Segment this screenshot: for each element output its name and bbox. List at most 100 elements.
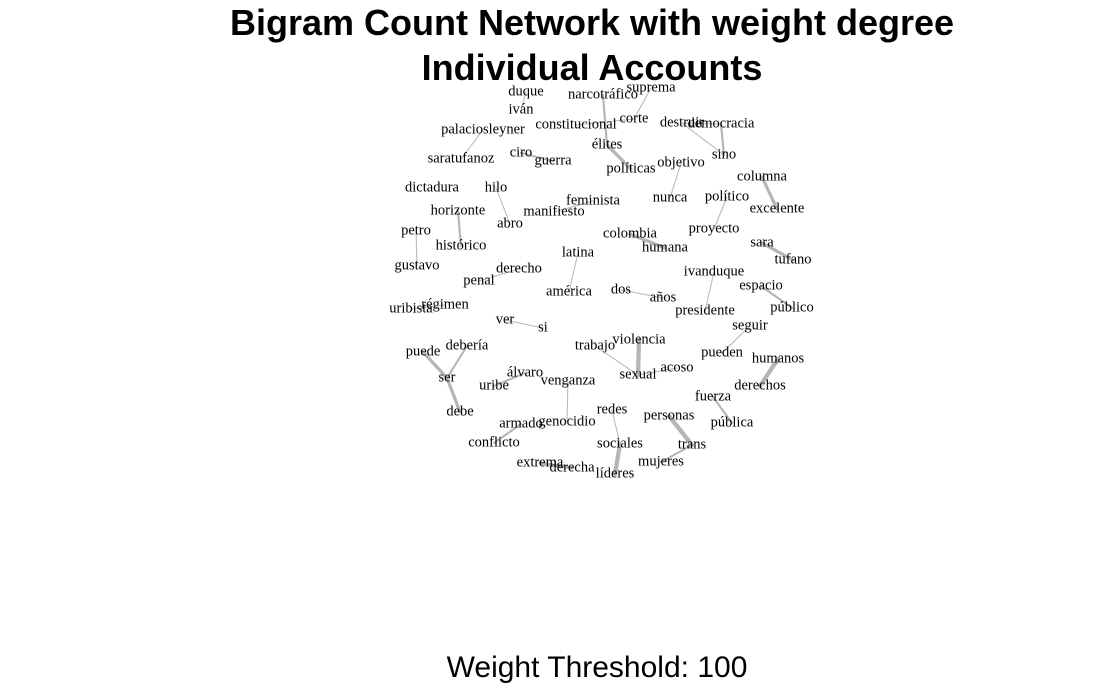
- edge-columna-excelente: [760, 175, 779, 211]
- edge-feminista-manifiesto: [553, 200, 594, 213]
- edge-horizonte-historico: [456, 209, 463, 248]
- title-line-1: Bigram Count Network with weight degree: [229, 2, 955, 43]
- edge-elites-politicas: [605, 143, 633, 171]
- node-label-columna: columna: [737, 168, 787, 184]
- title-line-2: Individual Accounts: [421, 47, 763, 88]
- node-label-redes: redes: [597, 401, 628, 417]
- edge-trabajo-sexual: [594, 345, 639, 376]
- edge-dos-anos: [620, 289, 664, 299]
- node-label-derechos: derechos: [734, 377, 786, 393]
- edge-destruir-democracia: [681, 122, 722, 125]
- edge-latina-america: [568, 252, 579, 293]
- node-label-trans: trans: [678, 436, 707, 452]
- node-label-humanos: humanos: [752, 350, 805, 366]
- edge-ivanduque-presidente: [704, 271, 715, 312]
- edge-personas-trans: [666, 413, 695, 448]
- node-label-feminista: feminista: [566, 192, 621, 208]
- edge-petro-gustavo: [415, 230, 418, 267]
- node-label-ser: ser: [439, 369, 456, 385]
- node-label-objetivo: objetivo: [657, 154, 705, 170]
- edge-derecho-penal: [478, 268, 520, 282]
- node-label-sociales: sociales: [597, 435, 643, 451]
- node-label-mujeres: mujeres: [638, 453, 684, 469]
- node-label-colombia: colombia: [603, 225, 658, 241]
- edge-corte-constitucional: [575, 118, 635, 126]
- edge-armado-conflicto: [492, 422, 523, 445]
- node-label-politico: político: [705, 188, 749, 204]
- node-label-historico: histórico: [436, 237, 487, 253]
- node-label-sara: sara: [750, 234, 774, 250]
- node-label-uribista: uribista: [389, 300, 433, 316]
- node-label-tufano: tufano: [774, 251, 811, 267]
- node-label-uribe: uribe: [479, 377, 509, 393]
- edge-sociales-lideres: [612, 441, 623, 477]
- edge-ser-debe: [445, 376, 462, 414]
- node-label-politicas: políticas: [606, 160, 655, 176]
- node-label-personas: personas: [644, 407, 695, 423]
- edge-colombia-humana: [628, 232, 667, 250]
- edge-politico-proyecto: [713, 196, 728, 230]
- node-label-petro: petro: [401, 222, 431, 238]
- edge-ver-si: [504, 319, 544, 329]
- edge-sara-tufano: [760, 241, 795, 262]
- edge-puede-ser: [421, 350, 449, 380]
- node-label-sexual: sexual: [619, 366, 656, 382]
- edge-sexual-acoso: [637, 367, 678, 376]
- node-label-sino: sino: [712, 146, 736, 162]
- node-label-penal: penal: [463, 272, 494, 288]
- node-label-ivan: iván: [509, 101, 535, 117]
- node-label-latina: latina: [562, 244, 595, 260]
- edge-ciro-guerra: [519, 151, 555, 163]
- edge-trans-mujeres: [659, 443, 694, 464]
- node-label-deberia: debería: [446, 337, 489, 353]
- node-label-dos: dos: [611, 281, 632, 297]
- node-label-extrema: extrema: [517, 454, 564, 470]
- node-label-venganza: venganza: [541, 372, 596, 388]
- node-label-acoso: acoso: [660, 359, 693, 375]
- node-label-nunca: nunca: [653, 189, 688, 205]
- node-label-ivanduque: ivanduque: [684, 263, 744, 279]
- edge-seguir-pueden: [721, 325, 751, 354]
- node-label-derecha: derecha: [549, 459, 595, 475]
- node-label-duque: duque: [508, 83, 543, 99]
- edge-venganza-genocidio: [566, 380, 569, 423]
- node-label-gustavo: gustavo: [394, 257, 439, 273]
- node-label-trabajo: trabajo: [575, 337, 615, 353]
- edge-violencia-sexual: [635, 337, 642, 378]
- node-label-constitucional: constitucional: [535, 116, 616, 132]
- weight-threshold-caption: Weight Threshold: 100: [446, 651, 748, 684]
- node-label-genocidio: genocidio: [538, 413, 595, 429]
- node-label-anos: años: [650, 289, 677, 305]
- node-label-democracia: democracia: [688, 115, 755, 131]
- edge-extrema-derecha: [538, 461, 574, 470]
- node-label-horizonte: horizonte: [431, 202, 486, 218]
- edge-uribista-regimen: [410, 304, 446, 310]
- node-label-alvaro: álvaro: [507, 364, 543, 380]
- node-label-destruir: destruir: [660, 114, 704, 130]
- node-label-saratufanoz: saratufanoz: [428, 150, 495, 166]
- node-label-corte: corte: [620, 110, 649, 126]
- node-label-suprema: suprema: [626, 79, 676, 95]
- edge-duque-ivan: [520, 91, 527, 111]
- edge-palaciosleyner-saratufanoz: [460, 129, 484, 160]
- edge-objetivo-nunca: [669, 162, 682, 199]
- node-label-regimen: régimen: [421, 296, 469, 312]
- node-label-palaciosleyner: palaciosleyner: [441, 121, 525, 137]
- node-label-presidente: presidente: [675, 302, 735, 318]
- edge-humanos-derechos: [757, 356, 781, 389]
- node-label-abro: abro: [497, 215, 523, 231]
- edge-democracia-sino: [719, 122, 726, 157]
- node-label-pueden: pueden: [701, 344, 744, 360]
- node-label-guerra: guerra: [534, 152, 572, 168]
- node-label-puede: puede: [406, 343, 441, 359]
- node-label-si: si: [538, 319, 548, 335]
- node-label-manifiesto: manifiesto: [523, 203, 584, 219]
- node-label-derecho: derecho: [496, 260, 542, 276]
- node-label-ver: ver: [496, 311, 515, 327]
- edge-espacio-publico: [759, 284, 794, 310]
- edge-destruir-sino: [681, 122, 725, 156]
- node-label-seguir: seguir: [732, 317, 768, 333]
- node-label-elites: élites: [592, 136, 623, 152]
- node-label-america: américa: [546, 283, 592, 299]
- node-label-dictadura: dictadura: [405, 179, 460, 195]
